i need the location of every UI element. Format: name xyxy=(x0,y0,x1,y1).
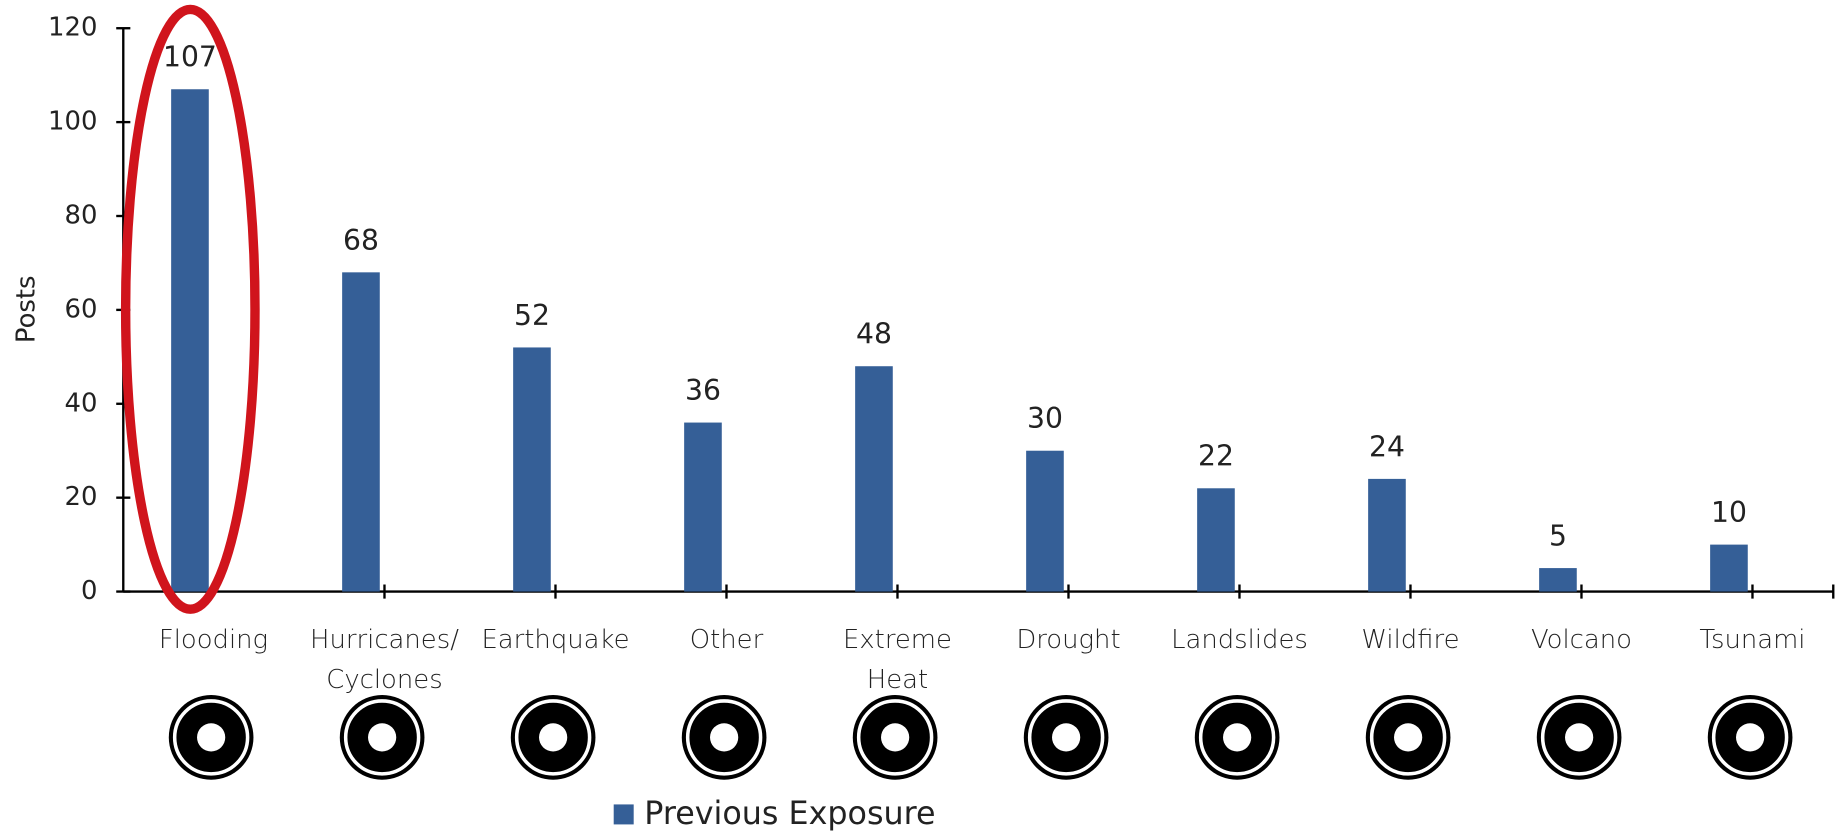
icon-glyph xyxy=(1565,723,1594,752)
icon-ring xyxy=(685,699,763,776)
bar xyxy=(342,272,380,592)
icon-ring xyxy=(1027,699,1105,776)
icon-glyph xyxy=(1223,723,1252,752)
value-label: 30 xyxy=(1027,402,1063,435)
x-tick-label: Extreme Heat xyxy=(843,625,952,696)
icon-ring xyxy=(172,699,250,776)
value-label: 22 xyxy=(1198,440,1234,473)
y-tick-label: 40 xyxy=(65,388,98,418)
icon-ring xyxy=(514,699,592,776)
value-label: 107 xyxy=(163,41,217,74)
icon-glyph xyxy=(1394,723,1423,752)
icon-ring xyxy=(1540,699,1618,776)
x-tick-label: Tsunami xyxy=(1699,625,1806,656)
bar xyxy=(684,422,722,592)
value-label: 10 xyxy=(1711,496,1747,529)
x-tick-label-box: Landslides xyxy=(1171,625,1308,656)
bar xyxy=(1539,568,1577,592)
icon-glyph xyxy=(368,723,397,752)
x-tick-label-box: Other xyxy=(689,625,764,656)
legend-swatch xyxy=(613,804,634,825)
icon-ring xyxy=(1369,699,1447,776)
value-label: 48 xyxy=(856,318,892,351)
x-tick-label-box: Volcano xyxy=(1530,625,1632,656)
legend-label: Previous Exposure xyxy=(644,796,935,832)
bar xyxy=(855,366,893,592)
x-tick-label: Landslides xyxy=(1171,625,1308,656)
icons xyxy=(168,695,1793,780)
y-tick-label: 120 xyxy=(48,13,97,43)
x-tick-label: Earthquake xyxy=(481,625,630,656)
x-tick-label: Volcano xyxy=(1530,625,1632,656)
x-tick-label: Wildfire xyxy=(1361,625,1460,656)
bar xyxy=(171,89,209,592)
x-tick-label-box: Wildfire xyxy=(1361,625,1460,656)
x-tick-label-box: Earthquake xyxy=(481,625,630,656)
bar xyxy=(1026,450,1064,592)
icon-glyph xyxy=(197,723,226,752)
x-tick-label: Other xyxy=(689,625,764,656)
bar xyxy=(513,347,551,592)
icon-glyph xyxy=(539,723,568,752)
y-axis-label: Posts xyxy=(11,276,41,344)
x-tick-label-box: Hurricanes/ Cyclones xyxy=(310,625,459,696)
x-tick-label-box: Flooding xyxy=(158,625,269,656)
value-label: 68 xyxy=(343,224,379,257)
value-label: 36 xyxy=(685,374,721,407)
y-tick-label: 0 xyxy=(81,576,97,606)
icon-glyph xyxy=(1736,723,1765,752)
x-tick-label: Flooding xyxy=(158,625,269,656)
value-label: 24 xyxy=(1369,430,1405,463)
icon-glyph xyxy=(710,723,739,752)
y-tick-label: 100 xyxy=(48,107,97,137)
value-label: 5 xyxy=(1549,520,1567,553)
icon-ring xyxy=(856,699,934,776)
x-tick-label-box: Extreme Heat xyxy=(843,625,952,696)
icon-glyph xyxy=(881,723,910,752)
x-tick-label: Hurricanes/ Cyclones xyxy=(310,625,459,696)
y-tick-label: 80 xyxy=(65,201,98,231)
x-tick-label: Drought xyxy=(1016,625,1121,656)
y-tick-label: 20 xyxy=(65,482,98,512)
value-label: 52 xyxy=(514,299,550,332)
icon-ring xyxy=(1198,699,1276,776)
bar xyxy=(1197,488,1235,592)
icon-glyph xyxy=(1052,723,1081,752)
x-tick-label-box: Tsunami xyxy=(1699,625,1806,656)
icon-ring xyxy=(1711,699,1789,776)
icon-ring xyxy=(343,699,421,776)
y-tick-label: 60 xyxy=(65,294,98,324)
bar xyxy=(1368,478,1406,592)
highlight-ellipse xyxy=(120,4,260,614)
bar xyxy=(1710,544,1748,592)
x-tick-label-box: Drought xyxy=(1016,625,1121,656)
